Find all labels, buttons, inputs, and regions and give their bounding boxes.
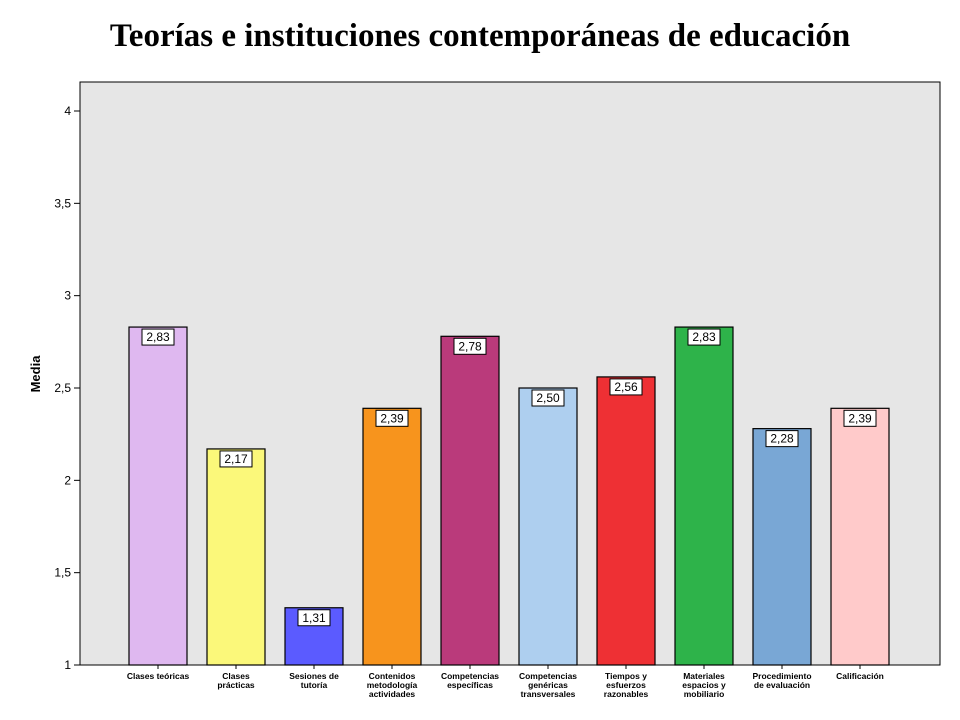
x-tick-label: Competencias bbox=[519, 671, 577, 681]
value-label: 2,50 bbox=[536, 391, 560, 405]
x-tick-label: transversales bbox=[521, 689, 576, 699]
y-tick-label: 3,5 bbox=[54, 196, 71, 210]
y-tick-label: 4 bbox=[64, 104, 71, 118]
bar bbox=[674, 326, 734, 666]
bar bbox=[830, 407, 890, 666]
value-label: 2,28 bbox=[770, 432, 794, 446]
value-label-box bbox=[141, 328, 175, 346]
chart-title: Teorías e instituciones contemporáneas d… bbox=[109, 18, 851, 54]
x-tick-label: metodología bbox=[367, 680, 418, 690]
x-tick-label: Sesiones de bbox=[289, 671, 339, 681]
x-tick-label: Contenidos bbox=[369, 671, 416, 681]
value-label: 2,56 bbox=[614, 380, 638, 394]
bar bbox=[128, 326, 188, 666]
y-tick-label: 2,5 bbox=[54, 381, 71, 395]
x-tick-label: prácticas bbox=[217, 680, 255, 690]
bar bbox=[518, 387, 578, 666]
x-tick-label: de evaluación bbox=[754, 680, 810, 690]
value-label-box bbox=[843, 409, 877, 427]
y-tick-label: 3 bbox=[64, 289, 71, 303]
x-tick-label: espacios y bbox=[682, 680, 726, 690]
value-label-box bbox=[453, 337, 487, 355]
y-tick-label: 2 bbox=[64, 473, 71, 487]
x-tick-label: actividades bbox=[369, 689, 416, 699]
x-tick-label: mobiliario bbox=[684, 689, 725, 699]
value-label-box bbox=[531, 389, 565, 407]
y-axis: 1 1,5 2 2,5 3 3,5 4 bbox=[54, 104, 80, 672]
value-label: 2,78 bbox=[458, 339, 482, 353]
x-tick-label: genéricas bbox=[528, 680, 568, 690]
value-label: 1,31 bbox=[302, 611, 326, 625]
value-label-box bbox=[765, 430, 799, 448]
bar bbox=[596, 376, 656, 666]
x-tick-label: específicas bbox=[447, 680, 493, 690]
x-tick-label: tutoría bbox=[301, 680, 328, 690]
value-label: 2,39 bbox=[380, 411, 404, 425]
value-label: 2,83 bbox=[146, 330, 170, 344]
value-label-box bbox=[375, 409, 409, 427]
y-tick-label: 1 bbox=[64, 658, 71, 672]
value-label: 2,17 bbox=[224, 452, 248, 466]
y-tick-label: 1,5 bbox=[54, 566, 71, 580]
value-label-box bbox=[219, 450, 253, 468]
value-label-box bbox=[297, 609, 331, 627]
value-label-box bbox=[609, 378, 643, 396]
value-label: 2,83 bbox=[692, 330, 716, 344]
x-tick-label: esfuerzos bbox=[606, 680, 646, 690]
x-tick-label: Clases bbox=[222, 671, 250, 681]
bar bbox=[440, 335, 500, 666]
x-tick-label: Calificación bbox=[836, 671, 884, 681]
bar bbox=[362, 407, 422, 666]
bar bbox=[206, 448, 266, 666]
bar bbox=[752, 428, 812, 666]
x-tick-label: razonables bbox=[604, 689, 649, 699]
x-tick-label: Tiempos y bbox=[605, 671, 647, 681]
bars: 2,83 2,17 1,31 2,39 2,78 2,50 2,56 2,83 2,28 2,39 bbox=[128, 326, 890, 666]
value-label-box bbox=[687, 328, 721, 346]
y-axis-title: Media bbox=[28, 355, 43, 393]
value-label: 2,39 bbox=[848, 411, 872, 425]
x-tick-label: Procedimiento bbox=[752, 671, 811, 681]
x-tick-label: Clases teóricas bbox=[127, 671, 190, 681]
x-tick-label: Materiales bbox=[683, 671, 725, 681]
x-tick-label: Competencias bbox=[441, 671, 499, 681]
